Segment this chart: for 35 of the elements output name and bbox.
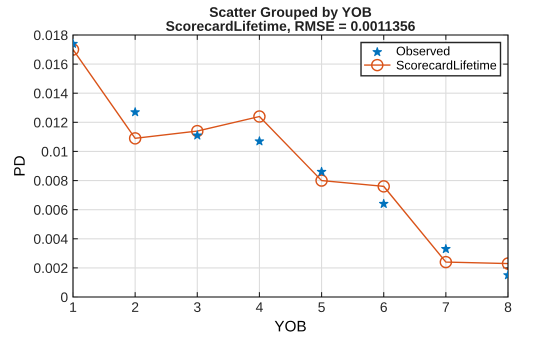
point [315,174,328,187]
x-tick-label: 1 [70,302,76,312]
y-tick-label: 0.01 [42,146,68,157]
x-tick-label: 8 [504,302,512,312]
point [192,130,202,140]
y-tick-label: 0.012 [34,118,68,128]
x-tick-label: 4 [256,302,263,312]
point [441,244,451,254]
y-tick-label: 0.004 [34,234,68,244]
x-tick-label: 3 [194,302,201,312]
y-axis-title: PD [14,156,25,176]
point [128,132,142,145]
y-tick-label: 0.016 [34,59,68,70]
y-tick-label: 0.014 [34,88,68,98]
legend-label: Observed [396,46,450,56]
point [378,198,388,208]
x-tick-label: 6 [380,302,387,312]
y-tick-label: 0.006 [34,205,68,215]
y-tick-label: 0.002 [34,263,68,274]
y-tick-label: 0.018 [34,30,68,40]
point [377,180,390,193]
point [254,136,264,146]
point [191,124,204,138]
x-tick-label: 5 [318,302,325,312]
point [130,107,140,116]
point [253,110,266,123]
legend-label: ScorecardLifetime [396,60,496,70]
point [316,166,326,176]
chart-title: Scatter Grouped by YOB ScorecardLifetime, RMSE = 0.0011356 [166,6,415,33]
x-tick-label: 7 [442,302,450,312]
x-axis-title: YOB [274,320,306,332]
point [440,256,452,268]
x-tick-label: 2 [132,302,138,312]
y-tick-label: 0.008 [34,176,68,186]
y-tick-label: 0 [60,292,68,302]
